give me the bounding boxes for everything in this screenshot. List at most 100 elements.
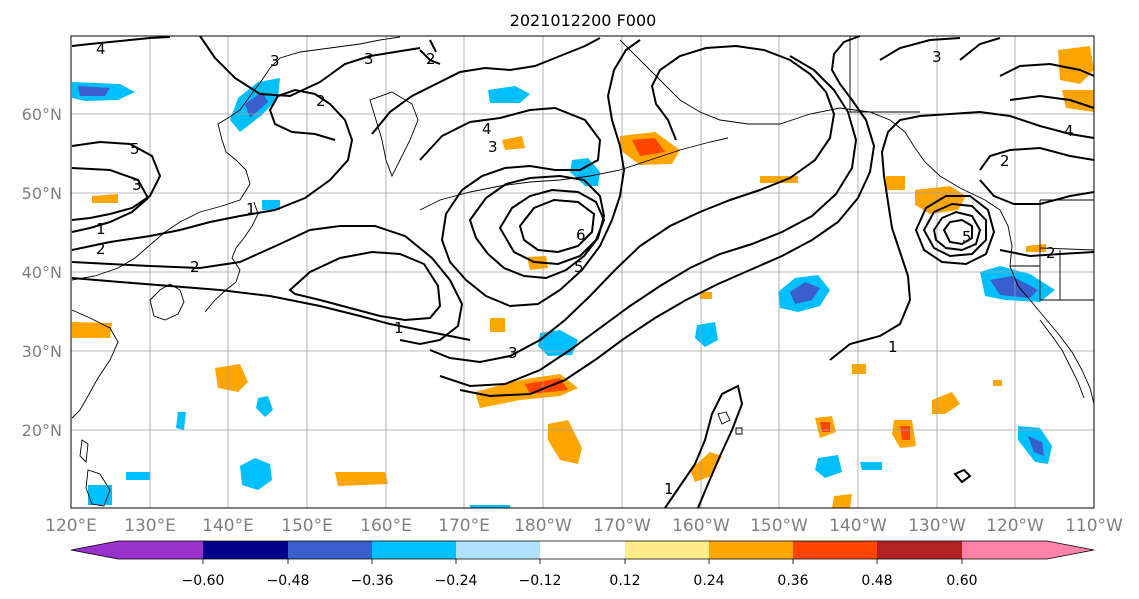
colorbar-labels: −0.60 −0.48 −0.36 −0.24 −0.12 0.12 0.24 …: [182, 573, 978, 589]
pos-anomaly: [993, 380, 1002, 386]
colorbar-tick-label: 0.36: [777, 573, 808, 589]
neg-anomaly: [860, 462, 882, 470]
baja: [1039, 319, 1085, 399]
pos-anomaly: [932, 392, 960, 414]
contour-label: 5: [574, 258, 584, 276]
colorbar-segment: [372, 541, 456, 559]
contour-label: 4: [96, 40, 106, 58]
plot-title: 2021012200 F000: [510, 11, 657, 30]
contour-line: [288, 250, 442, 322]
contour-label: 3: [488, 138, 498, 156]
neg-anomaly: [1028, 436, 1044, 456]
map-frame: [70, 35, 1095, 509]
contour-line: [419, 39, 441, 65]
pos-anomaly: [72, 322, 112, 338]
contour-label: 2: [1046, 244, 1056, 262]
lon-label: 140°W: [829, 516, 887, 536]
colorbar-extend-left: [71, 541, 118, 559]
pos-anomaly: [490, 318, 505, 332]
pos-anomaly: [335, 472, 388, 486]
colorbar-segment: [709, 541, 793, 559]
lon-label: 130°W: [908, 516, 966, 536]
colorbar: −0.60 −0.48 −0.36 −0.24 −0.12 0.12 0.24 …: [70, 540, 1095, 589]
lat-label: 60°N: [22, 105, 62, 124]
pos-anomaly: [690, 452, 722, 482]
pos-anomaly: [900, 426, 910, 440]
contour-line: [468, 174, 606, 280]
colorbar-segments: [71, 541, 1094, 559]
pos-anomaly: [502, 136, 525, 150]
contour-labels: 4 3 2 3 5 2 4 3 6 5 1 3 1 2 1 3 4 2 5 2 …: [96, 40, 1074, 498]
contour-label: 5: [962, 228, 972, 246]
contour-line: [439, 55, 858, 388]
neg-anomaly: [538, 330, 578, 356]
contour-line: [498, 188, 606, 266]
contour-line: [459, 35, 876, 398]
gridlines: [71, 36, 1094, 508]
neg-anomaly: [256, 396, 273, 417]
contour-line: [71, 88, 354, 251]
colorbar-tick-label: −0.36: [351, 573, 394, 589]
asia-coast: [71, 36, 401, 281]
lon-label: 160°W: [672, 516, 730, 536]
lon-label: 120°W: [986, 516, 1044, 536]
contour-label: 1: [96, 220, 106, 238]
contour-line: [932, 210, 982, 252]
neg-anomaly: [240, 458, 272, 490]
lat-label: 50°N: [22, 184, 62, 203]
contour-label: 1: [246, 200, 256, 218]
alaska-coast: [619, 39, 1001, 211]
lat-label: 30°N: [22, 342, 62, 361]
colorbar-tick-label: 0.60: [946, 573, 977, 589]
lat-label: 20°N: [22, 421, 62, 440]
japan-coast: [204, 201, 259, 313]
colorbar-segment: [456, 541, 540, 559]
lon-label: 150°E: [281, 516, 333, 536]
neg-anomaly: [790, 282, 820, 304]
contour-line: [979, 146, 1095, 171]
longitude-labels: 120°E 130°E 140°E 150°E 160°E 170°E 180°…: [45, 516, 1123, 536]
contour-label: 1: [664, 480, 674, 498]
pos-anomaly: [820, 422, 830, 432]
na-west-coast: [999, 209, 1095, 405]
lon-label: 170°E: [438, 516, 490, 536]
marker-loop: [953, 468, 972, 484]
colorbar-tick-label: −0.12: [519, 573, 562, 589]
map-panel: 4 3 2 3 5 2 4 3 6 5 1 3 1 2 1 3 4 2 5 2 …: [70, 35, 1095, 509]
contour-label: 2: [96, 240, 106, 258]
neg-anomaly: [990, 276, 1038, 298]
neg-anomaly: [815, 455, 842, 478]
hawaii: [717, 411, 743, 435]
latitude-labels: 60°N 50°N 40°N 30°N 20°N: [22, 105, 62, 440]
contour-label: 1: [394, 319, 404, 337]
colorbar-segment: [962, 541, 1047, 559]
colorbar-extend-right: [1047, 541, 1094, 559]
colorbar-ticks: [202, 559, 963, 564]
contour-line: [942, 218, 973, 246]
pos-anomaly: [215, 364, 248, 392]
contour-label: 3: [270, 52, 280, 70]
colorbar-segment: [793, 541, 877, 559]
contour-label: 3: [364, 50, 374, 68]
contour-label: 2: [426, 50, 436, 68]
colorbar-tick-label: 0.48: [861, 573, 892, 589]
lon-label: 170°W: [593, 516, 651, 536]
lon-label: 130°E: [124, 516, 176, 536]
pos-anomaly: [1062, 90, 1094, 112]
contours: [71, 35, 1095, 509]
neg-anomaly: [176, 412, 186, 430]
korea-coast: [149, 283, 185, 321]
contour-line: [71, 167, 150, 233]
pos-anomaly: [92, 194, 118, 203]
pos-anomaly: [1058, 46, 1094, 84]
contour-line: [518, 198, 596, 254]
philippines: [85, 469, 111, 507]
us-states: [1010, 248, 1094, 301]
colorbar-segment: [540, 541, 625, 559]
contour-line: [429, 44, 836, 364]
colorbar-segment: [877, 541, 962, 559]
lon-label: 150°W: [750, 516, 808, 536]
contour-label: 2: [1000, 152, 1010, 170]
contour-line: [71, 36, 171, 47]
